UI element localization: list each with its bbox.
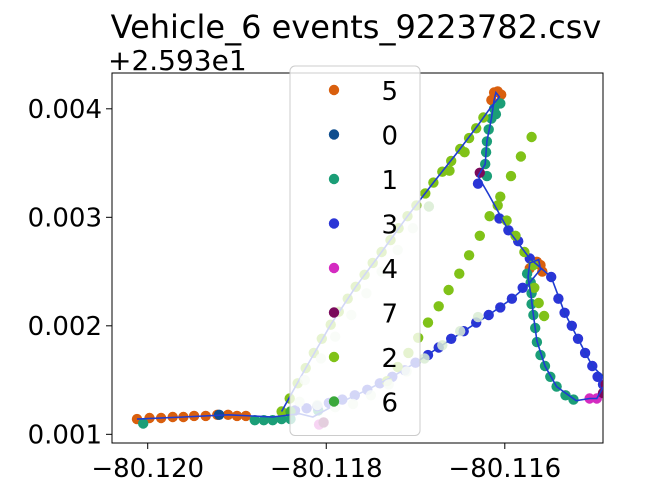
legend-marker-3 [328,218,340,229]
point-series-2 [484,211,495,222]
point-series-1 [138,418,149,429]
legend-box [289,65,421,436]
y-tick-label: 0.004 [28,95,102,125]
overlay-point [419,353,430,364]
point-series-2 [459,147,470,158]
overlay-point [472,311,484,323]
overlay-point [455,326,466,337]
y-offset-label: +2.593e1 [108,44,247,77]
legend-marker-2 [328,351,340,363]
legend-label-2: 2 [381,344,398,374]
legend-label-0: 0 [381,122,398,152]
point-series-3 [517,282,528,293]
legend-label-6: 6 [381,389,398,419]
point-series-2 [538,310,550,322]
point-series-2 [276,406,287,417]
x-tick-label: −80.116 [448,454,561,484]
legend-marker-7 [328,307,340,318]
point-series-2 [454,268,465,279]
point-series-1 [258,415,269,426]
point-series-2 [515,151,527,162]
point-series-1 [249,415,260,426]
point-series-2 [444,165,455,176]
point-series-2 [492,200,503,211]
point-series-7 [600,379,603,389]
legend-marker-5 [328,84,340,96]
point-series-2 [433,301,444,312]
legend-label-1: 1 [381,166,398,196]
y-tick-label: 0.003 [28,203,102,233]
legend-label-5: 5 [381,77,398,107]
overlay-point [423,201,435,212]
overlay-point [437,340,448,351]
legend-label-7: 7 [381,300,398,330]
point-series-1 [495,98,506,109]
point-series-2 [533,297,544,309]
point-series-2 [463,250,475,261]
point-series-2 [510,230,521,241]
chart-title: Vehicle_6 events_9223782.csv [111,8,602,46]
legend-marker-0 [328,129,340,140]
point-series-2 [505,170,517,182]
legend-label-4: 4 [381,255,398,285]
x-tick-label: −80.118 [270,454,383,484]
point-series-1 [521,268,533,279]
y-tick-label: 0.001 [28,420,102,450]
y-tick-label: 0.002 [28,312,102,342]
point-series-2 [474,230,485,241]
legend-label-3: 3 [381,211,398,241]
point-series-2 [422,317,434,328]
point-series-2 [526,131,537,143]
x-tick-label: −80.120 [91,454,204,484]
legend-marker-6 [328,396,340,407]
legend-marker-1 [328,173,340,185]
point-series-2 [529,282,540,293]
legend: 5 0 1 3 4 7 2 6 [289,65,421,436]
point-series-1 [490,109,502,120]
point-series-2 [443,284,454,296]
point-series-1 [560,390,571,401]
point-series-2 [495,191,506,202]
legend-marker-4 [328,262,340,274]
